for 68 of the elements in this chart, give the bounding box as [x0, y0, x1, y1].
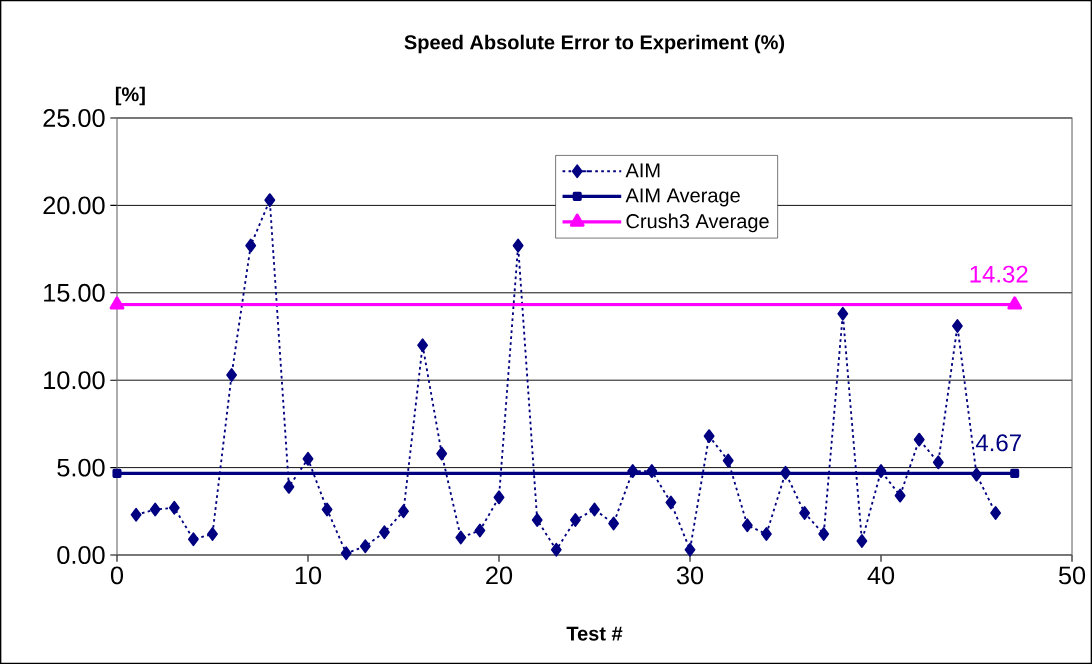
point — [818, 527, 830, 541]
x-axis-title: Test # — [566, 626, 623, 641]
point — [837, 306, 849, 321]
point — [951, 319, 963, 333]
point — [569, 513, 581, 527]
point — [627, 464, 639, 479]
point — [436, 446, 448, 461]
point — [760, 527, 772, 541]
x-tick-label: 40 — [867, 566, 895, 585]
y-tick-label: 15.00 — [44, 283, 105, 302]
point — [932, 455, 944, 470]
point — [971, 467, 982, 482]
x-tick-label: 10 — [295, 566, 322, 585]
point — [168, 500, 180, 515]
point — [340, 546, 352, 561]
chart-title: Speed Absolute Error to Experiment (%) — [404, 34, 785, 54]
point — [722, 453, 734, 468]
point — [608, 516, 620, 531]
point — [741, 518, 753, 533]
legend-label: AIM — [625, 163, 660, 178]
y-tick-label: 5.00 — [57, 458, 105, 477]
point — [665, 495, 677, 510]
point — [589, 502, 600, 517]
x-tick-label: 0 — [110, 566, 124, 585]
point — [512, 238, 524, 253]
point — [378, 525, 390, 540]
legend-label: Crush3 Average — [626, 213, 769, 233]
point — [646, 464, 658, 479]
point — [875, 464, 887, 479]
point — [531, 513, 543, 527]
point — [302, 451, 314, 466]
point — [245, 238, 257, 253]
point — [207, 527, 218, 541]
point — [1010, 468, 1020, 478]
point — [780, 465, 791, 480]
point — [283, 479, 295, 494]
point — [264, 193, 276, 208]
point — [321, 502, 333, 517]
annotation: 14.32 — [970, 265, 1028, 283]
point — [550, 542, 562, 557]
point — [990, 506, 1002, 520]
point — [799, 506, 811, 520]
point — [684, 542, 696, 557]
y-axis-title: [%] — [115, 86, 145, 106]
point — [130, 507, 142, 522]
point — [913, 432, 925, 447]
x-tick-label: 50 — [1058, 566, 1086, 585]
point — [474, 523, 486, 538]
y-tick-label: 25.00 — [43, 109, 105, 127]
legend-label: AIM Average — [625, 188, 740, 207]
y-tick-label: 10.00 — [44, 371, 105, 390]
point — [417, 338, 429, 353]
point — [226, 368, 238, 382]
point — [894, 488, 906, 503]
point — [359, 539, 371, 554]
point — [493, 490, 505, 505]
x-tick-label: 20 — [486, 566, 513, 585]
x-tick-label: 30 — [676, 566, 704, 585]
point — [398, 504, 409, 519]
point — [149, 502, 161, 517]
y-tick-label: 0.00 — [57, 546, 105, 564]
point — [112, 468, 122, 478]
point — [856, 534, 868, 548]
point — [187, 532, 199, 547]
y-tick-label: 20.00 — [43, 196, 105, 215]
point — [703, 429, 715, 444]
annotation: 4.67 — [975, 434, 1021, 452]
point — [455, 530, 467, 545]
